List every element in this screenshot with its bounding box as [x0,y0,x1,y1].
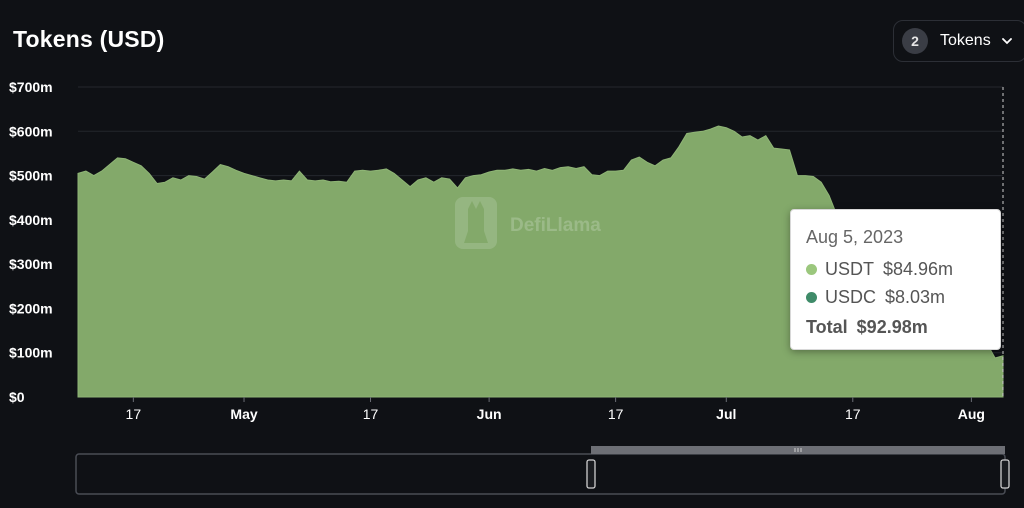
slider-grip-icon [794,448,802,452]
slider-right-handle[interactable] [1000,459,1010,489]
usdc-color-dot [806,291,817,303]
y-tick-label: $200m [9,300,53,316]
tooltip-row-usdc: USDC $8.03m [806,283,1000,311]
tooltip-series-name: USDC [825,286,877,307]
tokens-count-badge: 2 [902,28,928,54]
x-tick-label: 17 [845,406,861,422]
tooltip-date: Aug 5, 2023 [806,227,904,247]
watermark-text: DefiLlama [510,215,601,236]
tooltip-total-value: $92.98m [856,316,928,337]
y-tick-label: $700m [9,79,53,95]
tooltip-row-usdt: USDT $84.96m [806,255,1000,283]
watermark: DefiLlama [455,197,601,249]
slider-track [75,453,1006,495]
chart-title: Tokens (USD) [13,26,165,52]
zoom-slider[interactable] [75,446,1010,495]
x-tick-label: May [230,406,257,422]
x-tick-label: Jul [716,406,736,422]
usdt-color-dot [806,263,817,275]
tooltip-series-name: USDT [825,258,874,279]
tooltip-total-label: Total [806,316,848,337]
x-tick-label: Jun [477,406,502,422]
tokens-label: Tokens [940,32,991,49]
y-tick-label: $100m [9,345,53,361]
defillama-logo-icon [455,197,497,249]
x-tick-label: 17 [126,406,142,422]
tokens-dropdown-button[interactable]: 2 Tokens [893,20,1024,62]
tooltip-total-row: Total $92.98m [806,313,1000,341]
tooltip-series-value: $84.96m [883,258,954,279]
y-tick-label: $300m [9,256,53,272]
y-axis: $0 $100m $200m $300m $400m $500m $600m $700m [9,79,53,405]
y-tick-label: $500m [9,168,53,184]
x-tick-label: 17 [363,406,379,422]
y-tick-label: $600m [9,123,53,139]
y-tick-label: $400m [9,212,53,228]
x-tick-label: Aug [958,406,985,422]
x-tick-label: 17 [608,406,624,422]
chevron-down-icon [1001,35,1013,47]
x-axis: 17 May 17 Jun 17 Jul 17 Aug [126,397,985,422]
tooltip-series-value: $8.03m [885,286,946,307]
chart-tooltip: Aug 5, 2023 USDT $84.96m USDC $8.03m Tot… [790,209,1001,350]
slider-left-handle[interactable] [586,459,596,489]
y-tick-label: $0 [9,389,25,405]
